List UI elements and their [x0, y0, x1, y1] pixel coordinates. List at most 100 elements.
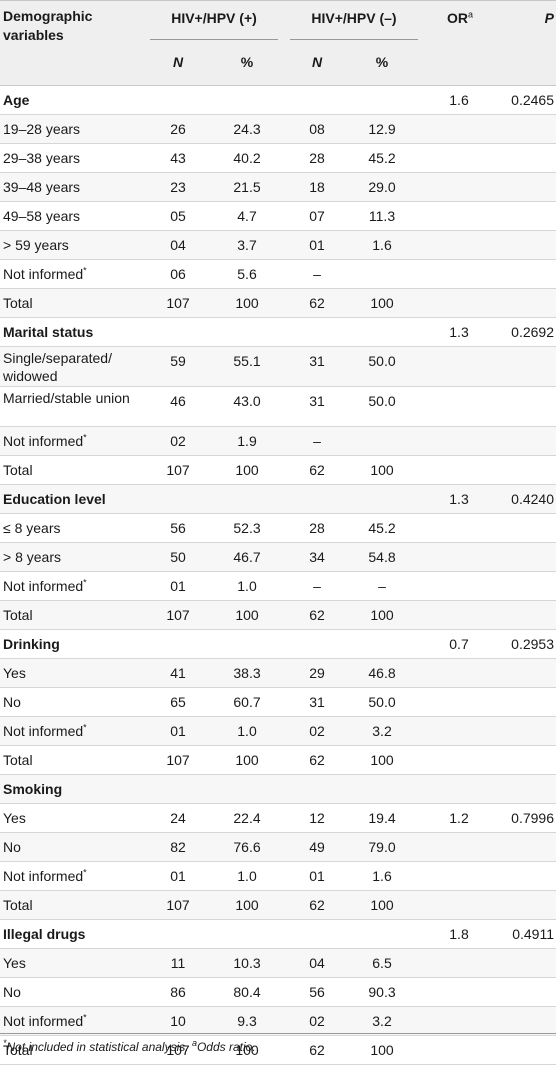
- table-row: 49–58 years 05 4.7 07 11.3: [0, 202, 556, 231]
- cell-pct-group1: 1.9: [237, 433, 257, 449]
- cell-pct-group1: 4.7: [237, 208, 257, 224]
- row-label: No: [3, 694, 21, 710]
- row-label: Total: [3, 295, 33, 311]
- section-row: Drinking 0.7 0.2953: [0, 630, 556, 659]
- table-row: Yes 24 22.4 12 19.4 1.2 0.7996: [0, 804, 556, 833]
- cell-n-group1: 59: [170, 353, 186, 369]
- row-label: Single/separated/ widowed: [3, 350, 112, 384]
- cell-n-group1: 107: [166, 897, 190, 913]
- cell-n-group1: 82: [170, 839, 186, 855]
- row-label: 49–58 years: [3, 208, 81, 224]
- cell-n-group2: 02: [309, 723, 325, 739]
- cell-pct-group1: 100: [235, 897, 259, 913]
- cell-n-group1: 56: [170, 520, 186, 536]
- row-label: No: [3, 839, 21, 855]
- cell-n-group2: 34: [309, 549, 325, 565]
- row-label: ≤ 8 years: [3, 520, 61, 536]
- table-row: Single/separated/ widowed 59 55.1 31 50.0: [0, 347, 556, 387]
- cell-n-group2: 62: [309, 295, 325, 311]
- cell-pct-group2: 11.3: [368, 208, 396, 224]
- table-row: Total 107 100 62 100: [0, 601, 556, 630]
- row-label: Not informed*: [3, 722, 87, 739]
- cell-pct-group1: 76.6: [233, 839, 261, 855]
- row-label: Total: [3, 607, 33, 623]
- cell-n-group2: 62: [309, 1042, 325, 1058]
- cell-pct-group1: 1.0: [237, 868, 257, 884]
- table-header: Demographic variables HIV+/HPV (+) HIV+/…: [0, 0, 556, 86]
- table-footnote: *Not included in statistical analysis. a…: [3, 1038, 256, 1055]
- table-row: Total 107 100 62 100: [0, 746, 556, 775]
- row-label: Total: [3, 752, 33, 768]
- cell-n-group2: 62: [309, 752, 325, 768]
- section-row: Education level 1.3 0.4240: [0, 485, 556, 514]
- cell-n-group2: 18: [309, 179, 325, 195]
- not-informed-star: *: [83, 577, 87, 588]
- table-row: 39–48 years 23 21.5 18 29.0: [0, 173, 556, 202]
- cell-pct-group2: 100: [370, 897, 394, 913]
- cell-pct-group1: 100: [235, 607, 259, 623]
- footnote-star-sup: *: [3, 1038, 7, 1048]
- cell-pct-group1: 22.4: [233, 810, 261, 826]
- not-informed-star: *: [83, 867, 87, 878]
- row-label: Not informed*: [3, 1012, 87, 1029]
- footnote-star-text: Not included in statistical analysis.: [6, 1040, 189, 1054]
- cell-pct-group1: 55.1: [233, 353, 261, 369]
- row-label: Yes: [3, 810, 26, 826]
- row-label: Total: [3, 462, 33, 478]
- cell-n-group2: 62: [309, 462, 325, 478]
- cell-n-group2: 01: [309, 237, 325, 253]
- cell-n-group1: 26: [170, 121, 186, 137]
- cell-n-group1: 11: [170, 955, 186, 971]
- cell-pct-group2: 6.5: [372, 955, 392, 971]
- cell-n-group1: 04: [170, 237, 186, 253]
- cell-pct-group2: 3.2: [372, 723, 392, 739]
- cell-odds-ratio: 1.8: [449, 926, 469, 942]
- cell-pct-group1: 100: [235, 295, 259, 311]
- header-or-text: OR: [446, 10, 468, 26]
- header-n-group1: N: [172, 54, 184, 70]
- section-label: Illegal drugs: [3, 926, 86, 942]
- section-row: Marital status 1.3 0.2692: [0, 318, 556, 347]
- cell-n-group1: 06: [170, 266, 186, 282]
- cell-pct-group2: 46.8: [368, 665, 396, 681]
- row-label: Total: [3, 1042, 33, 1058]
- section-row: Smoking: [0, 775, 556, 804]
- cell-n-group2: 31: [309, 393, 325, 409]
- header-pct-group1: %: [240, 54, 254, 70]
- header-demographic-variables: Demographic variables: [3, 8, 93, 43]
- cell-pct-group1: 38.3: [233, 665, 261, 681]
- cell-n-group1: 01: [170, 723, 186, 739]
- table-row: Yes 11 10.3 04 6.5: [0, 949, 556, 978]
- header-odds-ratio: ORa: [438, 9, 482, 27]
- cell-n-group2: –: [313, 433, 321, 449]
- cell-pct-group1: 60.7: [233, 694, 261, 710]
- header-n-group2: N: [311, 54, 323, 70]
- cell-pct-group1: 5.6: [237, 266, 257, 282]
- cell-pct-group1: 43.0: [233, 393, 261, 409]
- not-informed-star: *: [83, 1012, 87, 1023]
- footnote-a-text: Odds ratio.: [196, 1040, 256, 1054]
- not-informed-star: *: [83, 432, 87, 443]
- row-label: Total: [3, 897, 33, 913]
- cell-pct-group2: 29.0: [368, 179, 396, 195]
- footnote-a-sup: a: [191, 1038, 197, 1048]
- section-label: Marital status: [3, 324, 94, 340]
- cell-pct-group2: 79.0: [368, 839, 396, 855]
- section-row: Age 1.6 0.2465: [0, 86, 556, 115]
- cell-n-group1: 01: [170, 578, 186, 594]
- cell-pct-group1: 24.3: [233, 121, 261, 137]
- cell-n-group1: 107: [166, 607, 190, 623]
- row-label: Married/stable union: [3, 390, 130, 406]
- cell-n-group2: 62: [309, 897, 325, 913]
- row-label: > 59 years: [3, 237, 69, 253]
- cell-pct-group1: 1.0: [237, 578, 257, 594]
- cell-n-group1: 107: [166, 752, 190, 768]
- cell-pct-group2: 12.9: [368, 121, 396, 137]
- cell-pct-group2: –: [378, 578, 386, 594]
- table-row: Not informed* 06 5.6 –: [0, 260, 556, 289]
- not-informed-star: *: [83, 265, 87, 276]
- cell-n-group2: 02: [309, 1013, 325, 1029]
- row-label: Yes: [3, 665, 26, 681]
- header-group-hpv-positive: HIV+/HPV (+): [171, 10, 257, 26]
- cell-n-group1: 02: [170, 433, 186, 449]
